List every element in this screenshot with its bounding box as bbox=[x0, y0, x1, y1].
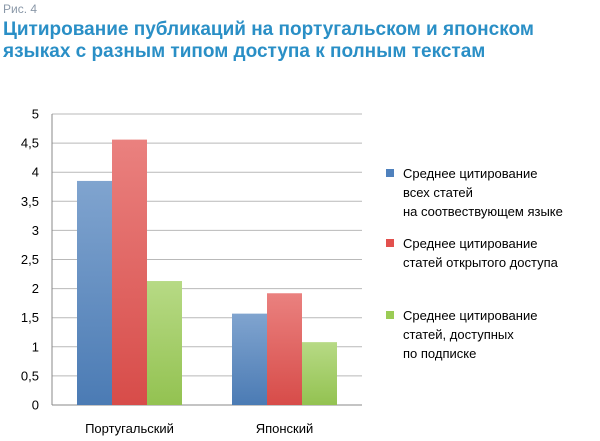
bar bbox=[302, 342, 337, 405]
y-tick-label: 2 bbox=[32, 281, 39, 296]
y-tick-label: 2,5 bbox=[21, 252, 39, 267]
y-tick-label: 3,5 bbox=[21, 194, 39, 209]
x-category-label: Португальский bbox=[85, 421, 174, 436]
y-tick-label: 0,5 bbox=[21, 368, 39, 383]
legend-label: Среднее цитирование bbox=[403, 308, 537, 323]
legend-label: статей открытого доступа bbox=[403, 255, 559, 270]
y-tick-label: 4,5 bbox=[21, 136, 39, 151]
legend-label: статей, доступных bbox=[403, 327, 514, 342]
legend-swatch bbox=[386, 311, 394, 319]
bar bbox=[147, 281, 182, 405]
y-tick-label: 0 bbox=[32, 398, 39, 413]
bar bbox=[267, 293, 302, 405]
y-tick-label: 3 bbox=[32, 223, 39, 238]
x-category-label: Японский bbox=[256, 421, 314, 436]
legend-label: на соотвествующем языке bbox=[403, 204, 563, 219]
legend-label: Среднее цитирование bbox=[403, 166, 537, 181]
legend-label: по подписке bbox=[403, 346, 476, 361]
bar bbox=[112, 139, 147, 405]
legend-label: Среднее цитирование bbox=[403, 236, 537, 251]
figure-label: Рис. 4 bbox=[3, 2, 38, 16]
legend-label: всех статей bbox=[403, 185, 473, 200]
legend-swatch bbox=[386, 169, 394, 177]
bar bbox=[232, 313, 267, 405]
chart-title: Цитирование публикаций на португальском … bbox=[3, 19, 534, 62]
y-tick-label: 1 bbox=[32, 339, 39, 354]
y-tick-label: 5 bbox=[32, 107, 39, 122]
bar bbox=[77, 180, 112, 405]
y-tick-label: 4 bbox=[32, 165, 39, 180]
y-tick-label: 1,5 bbox=[21, 310, 39, 325]
legend-swatch bbox=[386, 239, 394, 247]
